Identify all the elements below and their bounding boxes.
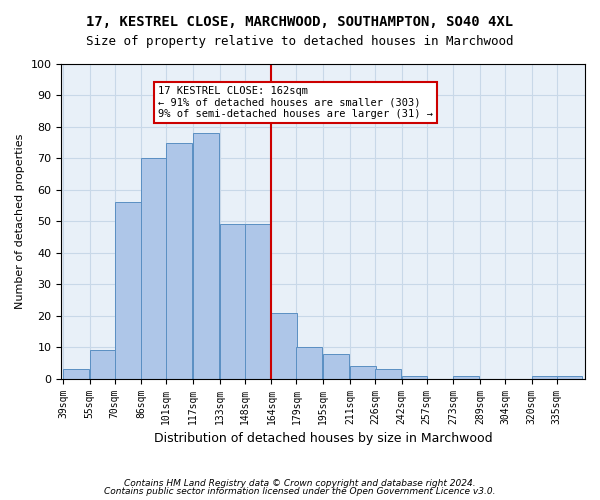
Bar [323, 354, 349, 378]
Bar [142, 158, 167, 378]
Bar [166, 142, 192, 378]
Bar [557, 376, 583, 378]
Bar [245, 224, 271, 378]
Bar [115, 202, 140, 378]
Bar [350, 366, 376, 378]
Bar [63, 370, 89, 378]
Text: 17, KESTREL CLOSE, MARCHWOOD, SOUTHAMPTON, SO40 4XL: 17, KESTREL CLOSE, MARCHWOOD, SOUTHAMPTO… [86, 15, 514, 29]
Bar [532, 376, 557, 378]
Bar [220, 224, 245, 378]
Bar [296, 347, 322, 378]
Bar [375, 370, 401, 378]
X-axis label: Distribution of detached houses by size in Marchwood: Distribution of detached houses by size … [154, 432, 493, 445]
Bar [271, 312, 297, 378]
Text: Contains public sector information licensed under the Open Government Licence v3: Contains public sector information licen… [104, 487, 496, 496]
Text: Contains HM Land Registry data © Crown copyright and database right 2024.: Contains HM Land Registry data © Crown c… [124, 478, 476, 488]
Y-axis label: Number of detached properties: Number of detached properties [15, 134, 25, 309]
Text: 17 KESTREL CLOSE: 162sqm
← 91% of detached houses are smaller (303)
9% of semi-d: 17 KESTREL CLOSE: 162sqm ← 91% of detach… [158, 86, 433, 119]
Bar [193, 133, 219, 378]
Text: Size of property relative to detached houses in Marchwood: Size of property relative to detached ho… [86, 35, 514, 48]
Bar [453, 376, 479, 378]
Bar [89, 350, 115, 378]
Bar [401, 376, 427, 378]
